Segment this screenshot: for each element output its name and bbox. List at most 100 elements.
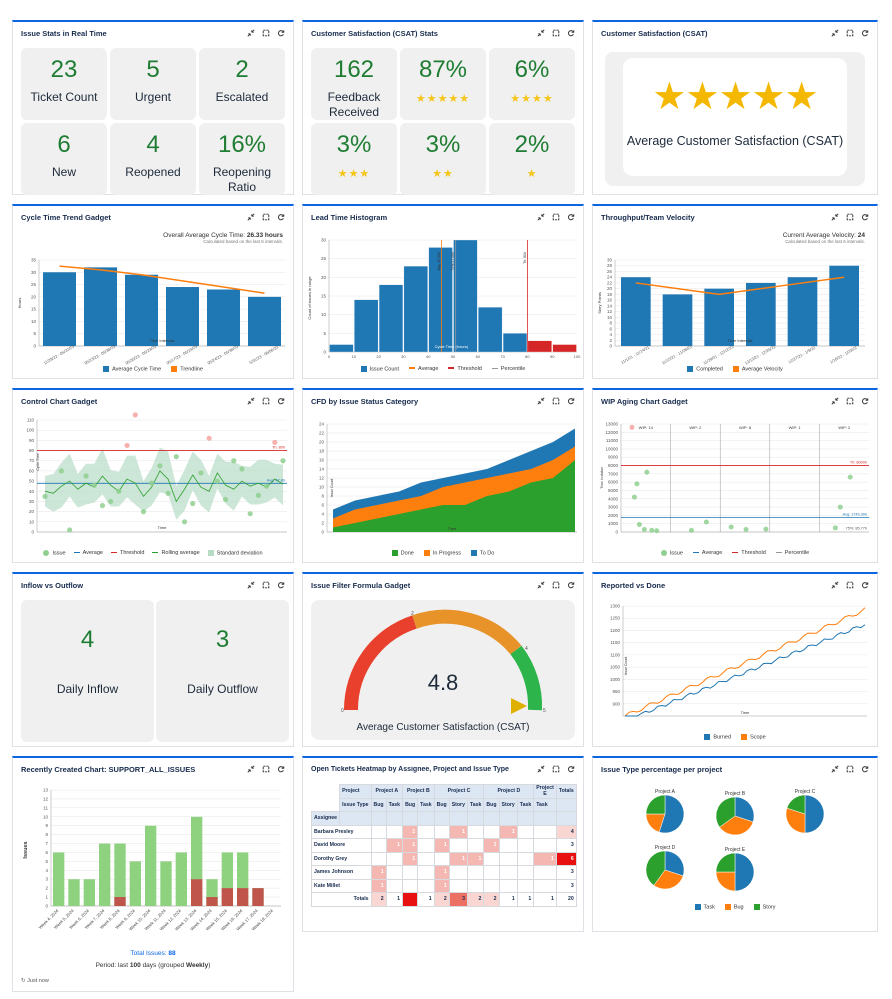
fullscreen-icon[interactable] (262, 581, 270, 589)
legend-average[interactable]: Average (692, 550, 722, 556)
heatmap-cell[interactable] (433, 851, 450, 866)
heatmap-cell[interactable] (533, 865, 557, 880)
minimize-icon[interactable] (537, 29, 545, 37)
heatmap-cell[interactable] (385, 878, 404, 893)
heatmap-cell[interactable] (516, 824, 535, 839)
minimize-icon[interactable] (831, 29, 839, 37)
minimize-icon[interactable] (247, 29, 255, 37)
refresh-icon[interactable] (567, 397, 575, 405)
fullscreen-icon[interactable] (262, 29, 270, 37)
heatmap-cell[interactable] (370, 851, 387, 866)
legend-bug[interactable]: Bug (724, 904, 744, 910)
heatmap-cell[interactable]: 1 (483, 838, 500, 853)
heatmap-cell[interactable] (417, 838, 435, 853)
refresh-icon[interactable] (861, 29, 869, 37)
heatmap-cell[interactable] (448, 878, 468, 893)
heatmap-cell[interactable] (516, 865, 535, 880)
legend-in-progress[interactable]: In Progress (423, 549, 461, 556)
refresh-icon[interactable] (277, 397, 285, 405)
legend-issue[interactable]: Issue (43, 549, 66, 556)
minimize-icon[interactable] (831, 397, 839, 405)
heatmap-cell[interactable]: 1 (370, 865, 387, 880)
heatmap-cell[interactable] (448, 838, 468, 853)
heatmap-cell[interactable] (417, 851, 435, 866)
minimize-icon[interactable] (247, 213, 255, 221)
refresh-icon[interactable] (277, 213, 285, 221)
refresh-icon[interactable] (277, 29, 285, 37)
legend-rolling-average[interactable]: Rolling average (152, 550, 200, 556)
legend-issue-count[interactable]: Issue Count (360, 365, 399, 372)
heatmap-cell[interactable] (533, 878, 557, 893)
minimize-icon[interactable] (537, 213, 545, 221)
refresh-icon[interactable] (277, 765, 285, 773)
minimize-icon[interactable] (537, 397, 545, 405)
legend-avg-velocity[interactable]: Average Velocity (732, 365, 783, 372)
heatmap-cell[interactable] (417, 865, 435, 880)
heatmap-cell[interactable]: 1 (498, 824, 518, 839)
fullscreen-icon[interactable] (552, 397, 560, 405)
heatmap-cell[interactable] (498, 878, 518, 893)
legend-std-dev[interactable]: Standard deviation (207, 549, 263, 556)
refresh-icon[interactable] (567, 29, 575, 37)
heatmap-cell[interactable] (448, 865, 468, 880)
minimize-icon[interactable] (247, 581, 255, 589)
heatmap-cell[interactable] (385, 865, 404, 880)
fullscreen-icon[interactable] (846, 765, 854, 773)
fullscreen-icon[interactable] (552, 765, 560, 773)
legend-threshold[interactable]: Threshold (110, 550, 144, 556)
heatmap-cell[interactable] (385, 851, 404, 866)
legend-threshold[interactable]: Threshold (448, 366, 482, 372)
refresh-icon[interactable] (861, 765, 869, 773)
heatmap-cell[interactable]: 1 (533, 851, 557, 866)
fullscreen-icon[interactable] (262, 397, 270, 405)
legend-threshold[interactable]: Threshold (732, 550, 766, 556)
fullscreen-icon[interactable] (552, 29, 560, 37)
heatmap-cell[interactable]: 1 (402, 838, 419, 853)
heatmap-cell[interactable]: 1 (370, 878, 387, 893)
fullscreen-icon[interactable] (262, 765, 270, 773)
heatmap-cell[interactable] (483, 824, 500, 839)
heatmap-cell[interactable] (466, 838, 485, 853)
legend-average[interactable]: Average (409, 366, 438, 372)
fullscreen-icon[interactable] (846, 397, 854, 405)
heatmap-cell[interactable] (402, 865, 419, 880)
heatmap-cell[interactable] (417, 878, 435, 893)
heatmap-cell[interactable] (516, 838, 535, 853)
fullscreen-icon[interactable] (552, 581, 560, 589)
legend-scope[interactable]: Scope (741, 733, 766, 740)
minimize-icon[interactable] (247, 765, 255, 773)
minimize-icon[interactable] (831, 581, 839, 589)
legend-done[interactable]: Done (391, 549, 414, 556)
heatmap-cell[interactable] (498, 838, 518, 853)
refresh-icon[interactable] (567, 213, 575, 221)
fullscreen-icon[interactable] (846, 213, 854, 221)
refresh-icon[interactable] (277, 581, 285, 589)
heatmap-cell[interactable] (370, 824, 387, 839)
heatmap-cell[interactable] (516, 878, 535, 893)
heatmap-cell[interactable]: 1 (433, 878, 450, 893)
minimize-icon[interactable] (537, 765, 545, 773)
heatmap-cell[interactable]: 1 (402, 824, 419, 839)
heatmap-cell[interactable] (402, 878, 419, 893)
heatmap-cell[interactable]: 1 (433, 865, 450, 880)
heatmap-cell[interactable] (533, 838, 557, 853)
refresh-status[interactable]: ↻ Just now (21, 978, 49, 984)
legend-issue[interactable]: Issue (660, 549, 683, 556)
legend-to-do[interactable]: To Do (470, 549, 494, 556)
refresh-icon[interactable] (861, 581, 869, 589)
heatmap-cell[interactable]: 1 (402, 851, 419, 866)
heatmap-cell[interactable] (483, 878, 500, 893)
heatmap-cell[interactable]: 1 (433, 838, 450, 853)
heatmap-cell[interactable]: 1 (466, 851, 485, 866)
legend-completed[interactable]: Completed (687, 365, 723, 372)
heatmap-cell[interactable] (498, 865, 518, 880)
refresh-icon[interactable] (567, 581, 575, 589)
legend-story[interactable]: Story (753, 904, 775, 910)
heatmap-cell[interactable]: 1 (448, 851, 468, 866)
fullscreen-icon[interactable] (846, 29, 854, 37)
minimize-icon[interactable] (831, 765, 839, 773)
heatmap-cell[interactable]: 1 (448, 824, 468, 839)
heatmap-cell[interactable]: 1 (385, 838, 404, 853)
refresh-icon[interactable] (861, 213, 869, 221)
legend-task[interactable]: Task (694, 904, 715, 910)
